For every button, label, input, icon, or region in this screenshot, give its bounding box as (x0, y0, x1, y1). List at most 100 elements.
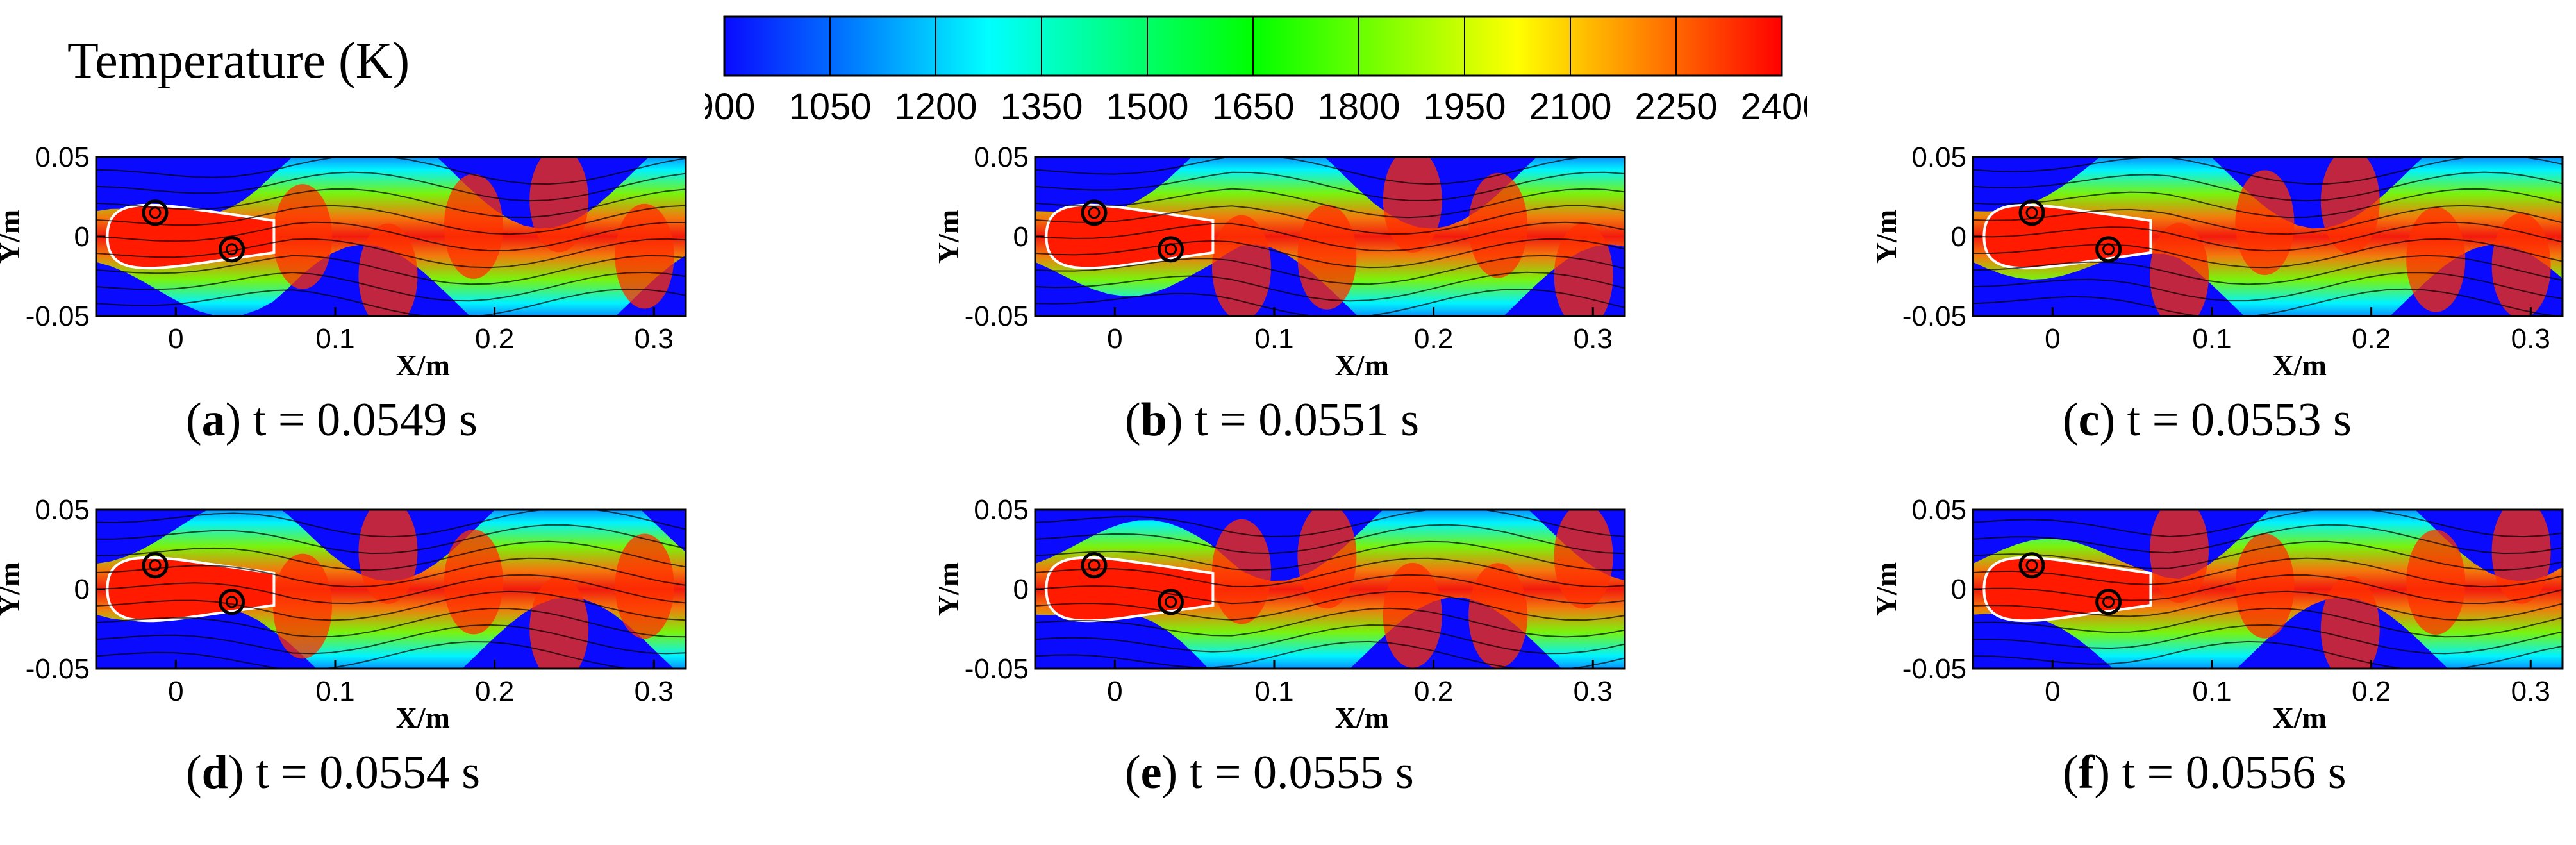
x-tick-label: 0 (2045, 323, 2060, 355)
hot-eddy (273, 553, 332, 659)
hot-eddy (2320, 576, 2380, 669)
streamline (96, 590, 686, 621)
panel-caption: (d) t = 0.0554 s (186, 746, 481, 799)
colorbar-tick-label: 1350 (1000, 86, 1083, 127)
x-tick-label: 0.3 (2511, 676, 2550, 707)
panel-caption: (e) t = 0.0555 s (1125, 746, 1414, 799)
y-tick-label: 0.05 (974, 142, 1029, 173)
streamline (1035, 221, 1625, 252)
vortex-core (2095, 236, 2122, 263)
streamline (96, 188, 686, 219)
caption-letter: f (2078, 746, 2095, 799)
streamline (1035, 557, 1625, 588)
streamline (96, 524, 686, 555)
x-tick-label: 0.3 (635, 676, 674, 707)
streamline (1973, 607, 2563, 638)
streamline (1035, 607, 1625, 638)
streamline (1035, 271, 1625, 302)
hot-eddy (529, 576, 589, 669)
streamline (1973, 238, 2563, 269)
temperature-field (96, 157, 686, 316)
hot-eddy (2150, 222, 2209, 316)
y-tick-label: -0.05 (26, 301, 90, 332)
x-tick-label: 0.3 (2511, 323, 2550, 355)
y-axis-label: Y/m (1870, 562, 1902, 616)
streamline (1973, 188, 2563, 219)
colorbar-tick-label: 1950 (1423, 86, 1506, 127)
x-tick-label: 0.3 (1574, 676, 1613, 707)
colorbar-tick-label: 1800 (1317, 86, 1400, 127)
caption-letter: d (201, 746, 228, 799)
streamline (1035, 590, 1625, 621)
vortex-core (226, 596, 238, 608)
y-axis-label: Y/m (1870, 210, 1902, 264)
hot-eddy (1554, 510, 1613, 609)
y-axis-label: Y/m (932, 562, 965, 616)
x-tick-label: 0.1 (315, 676, 354, 707)
vortex-core (2102, 243, 2115, 256)
temperature-field (96, 510, 686, 669)
x-tick-label: 0.1 (315, 323, 354, 355)
colorbar-tick-label: 1650 (1211, 86, 1294, 127)
y-axis-label: Y/m (932, 210, 965, 264)
vortex-core (2025, 206, 2038, 219)
y-tick-label: 0 (1951, 574, 1966, 605)
hot-eddy (1554, 223, 1613, 316)
streamline (1973, 221, 2563, 252)
streamline (1973, 524, 2563, 555)
x-tick-label: 0.2 (475, 323, 514, 355)
y-tick-label: 0 (74, 221, 90, 253)
streamline (1035, 524, 1625, 555)
vortex-core (149, 559, 162, 572)
caption-letter: a (201, 394, 226, 446)
streamline (1035, 188, 1625, 219)
vortex-core (1081, 199, 1108, 226)
vortex-core (219, 236, 245, 263)
x-axis-label: X/m (1335, 701, 1389, 734)
hot-eddy (1212, 215, 1271, 316)
vortex-core (2025, 559, 2038, 572)
temperature-field (1035, 510, 1625, 669)
hot-eddy (358, 510, 418, 604)
streamline (96, 221, 686, 252)
y-tick-label: -0.05 (1902, 301, 1966, 332)
hot-eddy (2406, 207, 2466, 312)
vortex-core (1165, 243, 1177, 256)
y-tick-label: 0.05 (35, 142, 90, 173)
streamline (96, 640, 686, 669)
x-tick-label: 0 (2045, 676, 2060, 707)
y-tick-label: 0 (1013, 574, 1029, 605)
streamline (1973, 624, 2563, 655)
streamline (1035, 510, 1625, 538)
x-axis-label: X/m (396, 349, 450, 381)
hot-eddy (2491, 510, 2551, 604)
vortex-core (1088, 206, 1101, 219)
temperature-field (1035, 157, 1625, 316)
y-tick-label: 0.05 (1911, 142, 1966, 173)
vortex-core (1158, 236, 1184, 263)
x-tick-label: 0.3 (1574, 323, 1613, 355)
x-tick-label: 0.2 (2352, 323, 2391, 355)
streamline (96, 157, 686, 185)
streamline (1035, 171, 1625, 201)
hot-eddy (1383, 562, 1442, 668)
y-tick-label: 0 (1013, 221, 1029, 253)
streamline (1035, 640, 1625, 669)
hot-eddy (444, 174, 503, 279)
vortex-core (2095, 589, 2122, 615)
x-axis-label: X/m (396, 701, 450, 734)
colorbar-title: Temperature (K) (67, 33, 410, 89)
panel-caption: (b) t = 0.0551 s (1125, 394, 1420, 446)
streamline (96, 238, 686, 269)
x-tick-label: 0.1 (2192, 323, 2231, 355)
caption-time: t = 0.0556 s (2109, 746, 2347, 799)
streamline (1035, 205, 1625, 235)
x-tick-label: 0 (1107, 323, 1122, 355)
streamline (96, 540, 686, 571)
vortex-core (142, 552, 169, 579)
x-tick-label: 0.2 (1414, 676, 1453, 707)
hot-eddy (2235, 533, 2295, 639)
temperature-field (1973, 510, 2563, 669)
y-tick-label: -0.05 (965, 653, 1029, 685)
caption-time: t = 0.0555 s (1177, 746, 1414, 799)
